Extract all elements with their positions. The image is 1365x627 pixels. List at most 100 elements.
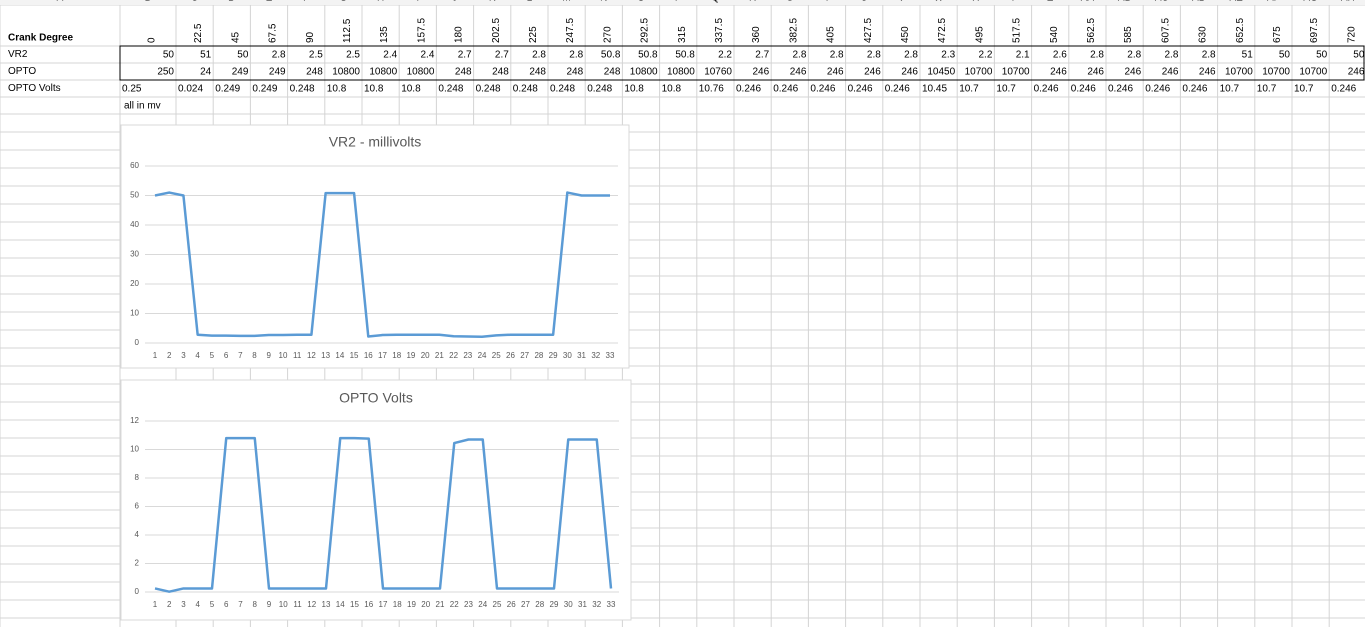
x-tick-label: 5 <box>210 351 215 360</box>
opto-volts-cell: 10.7 <box>959 84 979 95</box>
crank-degree: 337.5 <box>714 18 725 43</box>
y-tick-label: 2 <box>135 559 140 568</box>
y-tick-label: 30 <box>130 250 139 259</box>
crank-degree: 427.5 <box>863 18 874 43</box>
column-header: O <box>637 0 645 4</box>
x-tick-label: 16 <box>364 351 373 360</box>
column-header: W <box>934 0 944 4</box>
x-tick-label: 12 <box>307 600 316 609</box>
opto-volts-cell: 10.8 <box>401 84 421 95</box>
opto-cell: 10800 <box>630 67 658 78</box>
opto-cell: 248 <box>604 67 621 78</box>
opto-cell: 246 <box>1348 67 1365 78</box>
column-header: P <box>675 0 682 4</box>
x-tick-label: 19 <box>407 600 416 609</box>
column-header: J <box>453 0 458 4</box>
vr2-cell: 2.8 <box>1164 50 1178 61</box>
opto-volts-cell: 10.8 <box>327 84 347 95</box>
opto-volts-cell: 10.8 <box>624 84 644 95</box>
x-tick-label: 15 <box>350 600 359 609</box>
chart-title: OPTO Volts <box>339 390 413 406</box>
opto-cell: 10700 <box>1262 67 1290 78</box>
x-tick-label: 20 <box>421 351 430 360</box>
crank-degree: 495 <box>974 26 985 43</box>
vr2-cell: 2.8 <box>792 50 806 61</box>
crank-degree: 90 <box>305 31 316 43</box>
column-header: AA <box>1081 0 1095 4</box>
x-tick-label: 33 <box>606 351 615 360</box>
column-header: N <box>600 0 607 4</box>
x-tick-label: 3 <box>181 351 186 360</box>
column-header: AH <box>1341 0 1355 4</box>
crank-degree: 135 <box>379 26 390 43</box>
x-tick-label: 3 <box>181 600 186 609</box>
y-tick-label: 6 <box>135 502 140 511</box>
crank-degree: 225 <box>528 26 539 43</box>
data-line <box>154 191 610 339</box>
x-tick-label: 11 <box>293 600 302 609</box>
vr2-cell: 50 <box>1279 50 1291 61</box>
x-tick-label: 13 <box>322 600 331 609</box>
x-tick-label: 22 <box>450 600 459 609</box>
column-header: I <box>416 0 419 4</box>
x-tick-label: 17 <box>378 351 387 360</box>
x-tick-label: 17 <box>379 600 388 609</box>
x-tick-label: 32 <box>591 351 600 360</box>
column-header: AC <box>1155 0 1169 4</box>
opto-volts-cell: 0.248 <box>587 84 612 95</box>
vr2-cell: 50.8 <box>675 50 695 61</box>
crank-degree: 607.5 <box>1160 18 1171 43</box>
opto-volts-cell: 0.246 <box>1145 84 1170 95</box>
opto-volts-cell: 0.246 <box>1034 84 1059 95</box>
x-tick-label: 11 <box>293 351 302 360</box>
crank-degree: 112.5 <box>342 18 353 43</box>
column-header: A <box>57 0 64 4</box>
opto-cell: 10700 <box>1225 67 1253 78</box>
vr2-cell: 2.1 <box>1016 50 1030 61</box>
range-border <box>119 45 1365 81</box>
x-tick-label: 25 <box>492 351 501 360</box>
x-tick-label: 14 <box>335 351 344 360</box>
opto-cell: 246 <box>827 67 844 78</box>
opto-volts-cell: 0.248 <box>550 84 575 95</box>
column-header: T <box>824 0 830 4</box>
opto-cell: 10800 <box>332 67 360 78</box>
opto-volts-cell: 0.246 <box>1331 84 1356 95</box>
crank-degree: 292.5 <box>640 18 651 43</box>
x-tick-label: 4 <box>195 351 200 360</box>
crank-degree: 247.5 <box>565 18 576 43</box>
opto-volts-cell: 10.45 <box>922 84 947 95</box>
opto-volts-cell: 10.7 <box>996 84 1016 95</box>
opto-cell: 249 <box>232 67 249 78</box>
column-header: G <box>340 0 348 4</box>
vr2-cell: 2.8 <box>1202 50 1216 61</box>
opto-cell: 248 <box>306 67 323 78</box>
crank-degree: 22.5 <box>193 23 204 43</box>
vr2-cell: 2.8 <box>1090 50 1104 61</box>
x-tick-label: 15 <box>350 351 359 360</box>
column-header: Q <box>712 0 720 4</box>
opto-volts-cell: 0.246 <box>1071 84 1096 95</box>
x-tick-label: 18 <box>393 600 402 609</box>
chart-area <box>120 379 632 621</box>
crank-degree: 67.5 <box>268 23 279 43</box>
vr2-cell: 2.7 <box>458 50 472 61</box>
x-tick-label: 31 <box>577 351 586 360</box>
crank-degree: 382.5 <box>788 18 799 43</box>
opto-volts-cell: 0.024 <box>178 84 203 95</box>
x-tick-label: 21 <box>436 600 445 609</box>
x-tick-label: 26 <box>507 600 516 609</box>
opto-cell: 246 <box>864 67 881 78</box>
vr2-cell: 50 <box>237 50 249 61</box>
row-label: Crank Degree <box>8 33 73 44</box>
x-tick-label: 2 <box>167 600 172 609</box>
vr2-cell: 2.5 <box>309 50 323 61</box>
x-tick-label: 9 <box>267 600 272 609</box>
vr2-cell: 2.4 <box>383 50 397 61</box>
x-tick-label: 6 <box>224 351 229 360</box>
vr2-cell: 51 <box>200 50 212 61</box>
x-tick-label: 28 <box>535 600 544 609</box>
crank-degree: 697.5 <box>1309 18 1320 43</box>
column-header: AG <box>1303 0 1318 4</box>
x-tick-label: 1 <box>153 600 158 609</box>
